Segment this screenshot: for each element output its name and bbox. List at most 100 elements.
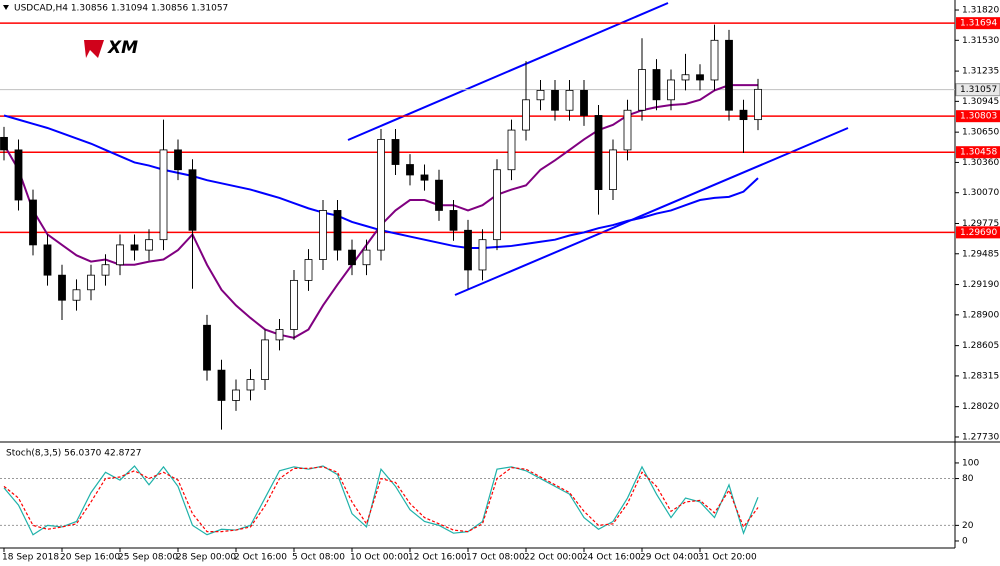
indicator-title: Stoch(8,3,5) 56.0370 42.8727 xyxy=(6,449,141,459)
level-label: 1.30803 xyxy=(960,112,997,122)
candle-body xyxy=(130,244,139,251)
candle-body xyxy=(507,129,516,171)
y-tick-label: 1.29775 xyxy=(962,219,999,229)
candle-body xyxy=(754,88,762,121)
x-tick-label: 18 Sep 2018 xyxy=(2,553,59,563)
candle-body xyxy=(522,99,530,131)
level-box xyxy=(956,146,1000,159)
y-tick-label: 1.28020 xyxy=(962,402,999,412)
x-tick-label: 12 Oct 16:00 xyxy=(408,553,467,563)
x-tick-label: 24 Oct 16:00 xyxy=(582,553,641,563)
x-tick-label: 28 Sep 00:00 xyxy=(176,553,236,563)
x-tick-label: 17 Oct 08:00 xyxy=(466,553,525,563)
candle-body xyxy=(101,264,110,276)
y-tick-label: 1.29190 xyxy=(962,280,999,290)
candle-body xyxy=(246,379,255,391)
candle-body xyxy=(681,74,690,81)
candle-body xyxy=(174,149,182,171)
y-tick-label: 1.30360 xyxy=(962,158,999,168)
candle-body xyxy=(319,210,327,260)
trendline xyxy=(347,2,669,141)
candle-body xyxy=(464,229,472,271)
candle-body xyxy=(580,90,588,116)
candle-body xyxy=(377,139,385,251)
candle-body xyxy=(217,369,226,401)
y-tick-label: 1.27730 xyxy=(962,432,999,442)
x-tick-label: 25 Sep 08:00 xyxy=(118,553,178,563)
y-tick-label: 1.28315 xyxy=(962,371,999,381)
candle-body xyxy=(493,169,501,241)
candle-body xyxy=(565,90,574,111)
stoch-line xyxy=(3,465,759,536)
x-tick-label: 22 Oct 00:00 xyxy=(524,553,583,563)
y-tick-label: 1.29485 xyxy=(962,249,999,259)
candle-body xyxy=(638,69,646,111)
candle-body xyxy=(29,199,37,246)
candle-body xyxy=(739,109,748,121)
candle-body xyxy=(304,259,313,281)
trendline xyxy=(454,127,849,296)
candle-body xyxy=(203,324,211,371)
candle-body xyxy=(652,69,661,101)
candle-body xyxy=(116,244,124,266)
y-tick-label: 1.31820 xyxy=(962,6,999,16)
candle-body xyxy=(710,39,719,81)
candle-body xyxy=(14,149,23,201)
candle-body xyxy=(333,210,342,251)
candle-body xyxy=(87,274,95,291)
y-tick-label: 1.28900 xyxy=(962,310,999,320)
candle-body xyxy=(275,329,284,341)
candle-body xyxy=(261,339,269,380)
level-box xyxy=(956,226,1000,239)
candle-body xyxy=(551,90,559,111)
candle-body xyxy=(536,90,545,101)
x-tick-label: 31 Oct 20:00 xyxy=(698,553,757,563)
level-label: 1.29690 xyxy=(960,228,997,238)
y-tick-label: 1.30945 xyxy=(962,97,999,107)
y-tick-label: 1.30650 xyxy=(962,128,999,138)
y-tick-label: 80 xyxy=(962,474,974,484)
chart-title: USDCAD,H4 1.30856 1.31094 1.30856 1.3105… xyxy=(14,4,228,14)
y-tick-label: 1.30070 xyxy=(962,188,999,198)
level-box xyxy=(956,110,1000,123)
y-tick-label: 1.31530 xyxy=(962,36,999,46)
candle-body xyxy=(43,244,52,276)
x-tick-label: 10 Oct 00:00 xyxy=(350,553,409,563)
candle-body xyxy=(406,164,414,176)
y-tick-label: 0 xyxy=(962,536,968,546)
x-tick-label: 5 Oct 08:00 xyxy=(292,553,345,563)
candle-body xyxy=(420,174,429,181)
logo: XM xyxy=(84,38,138,58)
candle-body xyxy=(391,139,400,165)
candle-body xyxy=(478,239,487,271)
candle-body xyxy=(449,210,458,231)
level-label: 1.30458 xyxy=(960,148,997,158)
level-box xyxy=(956,17,1000,30)
last-price-box xyxy=(955,83,1000,97)
stoch-line xyxy=(3,466,759,533)
candle-body xyxy=(159,149,168,241)
logo-mark xyxy=(84,40,104,58)
x-tick-label: 29 Oct 04:00 xyxy=(640,553,699,563)
last-price-label: 1.31057 xyxy=(960,85,997,95)
candle-body xyxy=(696,74,704,81)
y-tick-label: 1.28605 xyxy=(962,341,999,351)
candle-body xyxy=(72,289,81,301)
y-tick-label: 1.31235 xyxy=(962,67,999,77)
candle-body xyxy=(594,115,603,190)
candle-body xyxy=(145,239,153,251)
candle-body xyxy=(362,249,371,266)
candle-body xyxy=(58,274,66,301)
candle-body xyxy=(609,149,617,190)
candle-body xyxy=(232,389,240,401)
x-tick-label: 2 Oct 16:00 xyxy=(234,553,287,563)
candle-body xyxy=(667,79,675,101)
logo-text: XM xyxy=(107,38,138,58)
candle-body xyxy=(0,136,8,151)
y-tick-label: 100 xyxy=(962,458,979,468)
candle-body xyxy=(188,169,197,231)
candle-body xyxy=(290,279,298,330)
candle-body xyxy=(725,39,733,111)
